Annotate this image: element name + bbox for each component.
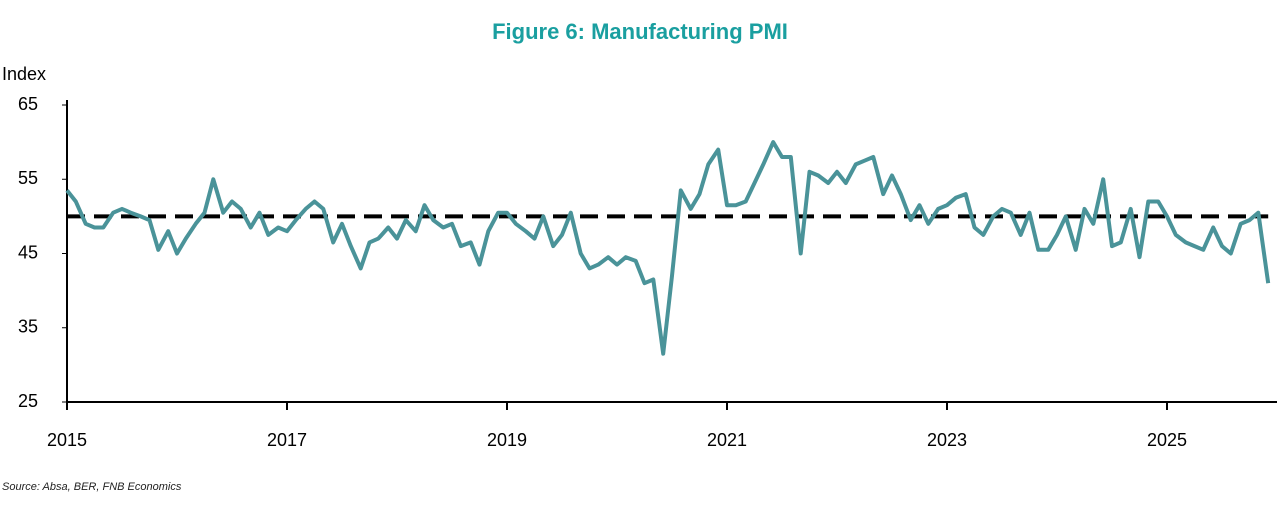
source-note: Source: Absa, BER, FNB Economics bbox=[2, 481, 182, 493]
x-tick-label: 2021 bbox=[707, 430, 747, 450]
y-axis-label: Index bbox=[2, 64, 46, 84]
chart-title: Figure 6: Manufacturing PMI bbox=[492, 19, 788, 44]
y-tick-label: 45 bbox=[18, 242, 38, 262]
x-tick-label: 2025 bbox=[1147, 430, 1187, 450]
x-tick-label: 2015 bbox=[47, 430, 87, 450]
y-tick-label: 65 bbox=[18, 94, 38, 114]
x-tick-label: 2019 bbox=[487, 430, 527, 450]
x-tick-label: 2023 bbox=[927, 430, 967, 450]
series-line bbox=[65, 140, 1271, 356]
y-tick-label: 25 bbox=[18, 391, 38, 411]
y-tick-label: 55 bbox=[18, 168, 38, 188]
y-tick-label: 35 bbox=[18, 317, 38, 337]
x-tick-label: 2017 bbox=[267, 430, 307, 450]
